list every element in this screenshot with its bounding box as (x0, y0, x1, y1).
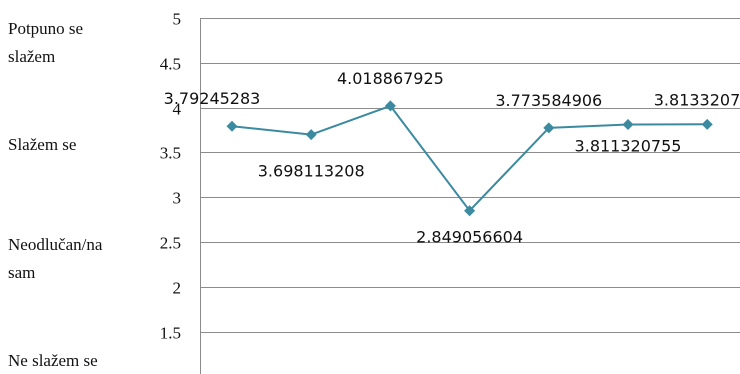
y-tick-label: 4.5 (160, 55, 181, 74)
series-line (231, 104, 708, 212)
y-tick-label: 3 (173, 189, 182, 208)
category-label: slažem (8, 47, 55, 66)
data-labels: 3.79245283 3.698113208 4.018867925 2.849056… (164, 69, 740, 247)
data-label: 4.018867925 (337, 69, 444, 88)
data-point-marker (384, 100, 396, 112)
y-tick-label: 1.5 (160, 324, 181, 343)
y-tick-label: 4 (173, 100, 182, 119)
data-label: 2.849056604 (416, 228, 523, 247)
data-point-marker (622, 119, 634, 131)
category-label: Ne slažem se (8, 351, 98, 370)
y-axis-ticks: 5 4.5 4 3.5 3 2.5 2 1.5 (160, 10, 182, 343)
category-label: Neodlučan/na (8, 235, 103, 254)
data-point-marker (464, 205, 476, 217)
data-point-marker (543, 122, 555, 134)
data-series (226, 100, 713, 217)
data-point-marker (701, 118, 713, 130)
data-point-marker (226, 120, 238, 132)
data-point-marker (305, 129, 317, 141)
y-tick-label: 3.5 (160, 144, 181, 163)
gridlines (200, 18, 740, 333)
category-label: Slažem se (8, 135, 76, 154)
category-label: Potpuno se (8, 19, 83, 38)
data-label: 3.773584906 (495, 91, 602, 110)
data-label: 3.811320755 (575, 137, 682, 156)
y-tick-label: 2 (173, 279, 182, 298)
y-tick-label: 2.5 (160, 234, 181, 253)
category-label: sam (8, 263, 35, 282)
y-tick-label: 5 (173, 10, 182, 29)
data-label: 3.698113208 (258, 162, 365, 181)
data-label: 3.79245283 (164, 89, 261, 108)
category-labels: Potpuno se slažem Slažem se Neodlučan/na sam… (8, 19, 103, 370)
data-label: 3.813320755 (654, 90, 740, 109)
